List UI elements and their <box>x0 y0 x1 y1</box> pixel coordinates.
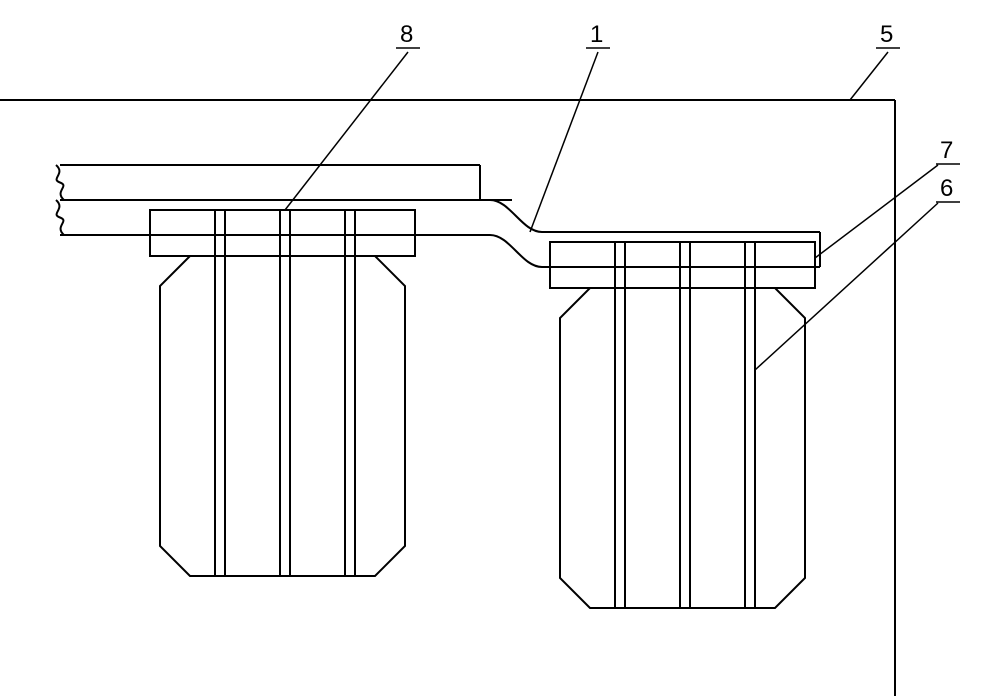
callout-label-5: 5 <box>880 21 893 48</box>
callout-label-6: 6 <box>940 175 953 202</box>
callout-label-7: 7 <box>940 137 953 164</box>
callout-label-1: 1 <box>590 21 603 48</box>
callout-label-8: 8 <box>400 21 413 48</box>
